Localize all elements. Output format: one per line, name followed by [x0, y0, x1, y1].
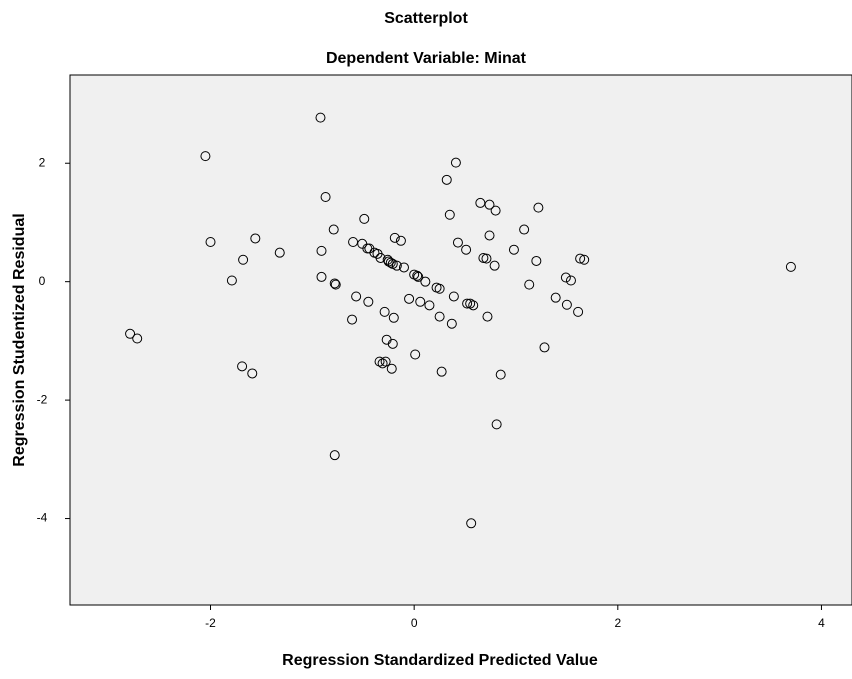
point: [330, 279, 341, 290]
point: [491, 419, 502, 430]
y-tick-label: -4: [37, 511, 48, 525]
point: [374, 356, 385, 367]
point: [560, 272, 571, 283]
point: [274, 247, 285, 258]
point: [508, 244, 519, 255]
point: [415, 296, 426, 307]
point: [434, 283, 445, 294]
point: [398, 262, 409, 273]
y-tick-label: 0: [39, 274, 46, 288]
point: [531, 255, 542, 266]
point: [484, 230, 495, 241]
point: [539, 342, 550, 353]
point: [420, 276, 431, 287]
point: [391, 260, 402, 271]
point: [468, 300, 479, 311]
point: [226, 275, 237, 286]
point: [389, 232, 400, 243]
point: [320, 191, 331, 202]
point: [316, 245, 327, 256]
point: [412, 270, 423, 281]
point: [524, 279, 535, 290]
x-axis-label: Regression Standardized Predicted Value: [282, 652, 598, 669]
point: [316, 271, 327, 282]
point: [441, 174, 452, 185]
point: [395, 235, 406, 246]
x-tick-label: 4: [818, 616, 825, 630]
point: [379, 306, 390, 317]
x-tick-label: 2: [614, 616, 621, 630]
y-tick-label: 2: [39, 155, 46, 169]
point: [351, 291, 362, 302]
point: [132, 333, 143, 344]
point: [575, 253, 586, 264]
point: [404, 293, 415, 304]
point: [200, 151, 211, 162]
point: [328, 224, 339, 235]
point: [482, 311, 493, 322]
point: [250, 233, 261, 244]
point: [462, 298, 473, 309]
point: [484, 199, 495, 210]
point: [450, 157, 461, 168]
point: [205, 236, 216, 247]
point: [573, 306, 584, 317]
point: [550, 292, 561, 303]
point: [347, 314, 358, 325]
point: [561, 299, 572, 310]
point: [434, 311, 445, 322]
point: [436, 366, 447, 377]
point: [387, 338, 398, 349]
point: [386, 363, 397, 374]
point: [377, 358, 388, 369]
point: [519, 224, 530, 235]
point: [448, 291, 459, 302]
point: [247, 368, 258, 379]
point: [579, 254, 590, 265]
point: [481, 253, 492, 264]
point: [533, 202, 544, 213]
chart-subtitle: Dependent Variable: Minat: [326, 50, 527, 67]
point: [444, 209, 455, 220]
point: [465, 298, 476, 309]
point: [315, 112, 326, 123]
point: [388, 312, 399, 323]
y-axis-label: Regression Studentized Residual: [11, 213, 28, 466]
chart-title: Scatterplot: [384, 10, 468, 27]
point: [424, 300, 435, 311]
y-tick-label: -2: [37, 392, 48, 406]
x-tick-label: 0: [411, 616, 418, 630]
plot-area: [69, 74, 852, 606]
point: [363, 296, 374, 307]
point: [489, 260, 500, 271]
x-tick-label: -2: [205, 616, 216, 630]
point: [490, 205, 501, 216]
point: [565, 275, 576, 286]
point: [785, 261, 796, 272]
point: [238, 254, 249, 265]
point: [329, 450, 340, 461]
point: [125, 328, 136, 339]
point: [452, 237, 463, 248]
point: [495, 369, 506, 380]
point: [466, 518, 477, 529]
point: [359, 213, 370, 224]
point: [410, 349, 421, 360]
point: [237, 361, 248, 372]
point: [446, 318, 457, 329]
point: [461, 244, 472, 255]
point: [385, 257, 396, 268]
point: [329, 278, 340, 289]
point: [380, 356, 391, 367]
point: [413, 271, 424, 282]
point: [375, 252, 386, 263]
